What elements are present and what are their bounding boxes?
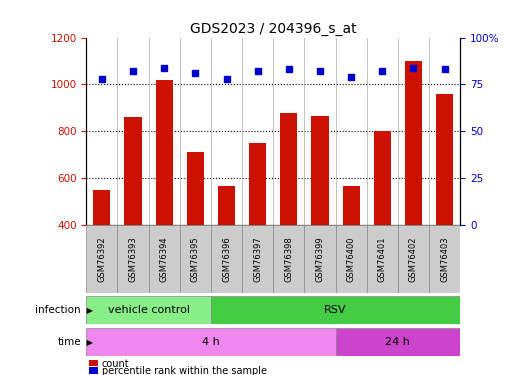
Bar — [374, 131, 391, 225]
Bar — [249, 143, 266, 225]
Bar — [93, 190, 110, 225]
Text: time: time — [58, 337, 81, 347]
Bar — [405, 61, 422, 225]
Text: vehicle control: vehicle control — [108, 305, 190, 315]
Bar — [180, 225, 211, 292]
Bar — [343, 186, 360, 225]
Text: GSM76394: GSM76394 — [160, 236, 169, 282]
Bar — [273, 225, 304, 292]
Text: RSV: RSV — [324, 305, 347, 315]
Bar — [280, 112, 298, 225]
Bar — [311, 116, 328, 225]
Bar — [124, 117, 142, 225]
Bar — [211, 225, 242, 292]
Text: GSM76393: GSM76393 — [129, 236, 138, 282]
Bar — [187, 152, 204, 225]
Bar — [242, 225, 273, 292]
Text: count: count — [102, 359, 130, 369]
Bar — [211, 296, 460, 324]
Text: 24 h: 24 h — [385, 337, 411, 347]
Bar — [367, 225, 398, 292]
Bar — [436, 94, 453, 225]
Text: GSM76399: GSM76399 — [315, 236, 324, 282]
Text: GSM76397: GSM76397 — [253, 236, 262, 282]
Bar — [304, 225, 336, 292]
Text: ▶: ▶ — [84, 306, 93, 315]
Bar — [86, 328, 336, 356]
Text: infection: infection — [36, 305, 81, 315]
Text: GSM76402: GSM76402 — [409, 236, 418, 282]
Bar — [149, 225, 180, 292]
Text: GSM76392: GSM76392 — [97, 236, 106, 282]
Bar — [86, 225, 118, 292]
Bar — [336, 225, 367, 292]
Bar — [118, 225, 149, 292]
Text: GSM76400: GSM76400 — [347, 236, 356, 282]
Text: ▶: ▶ — [84, 338, 93, 346]
Bar — [156, 80, 173, 225]
Bar — [218, 186, 235, 225]
Bar — [86, 296, 211, 324]
Bar — [336, 328, 460, 356]
Text: 4 h: 4 h — [202, 337, 220, 347]
Text: GSM76395: GSM76395 — [191, 236, 200, 282]
Bar — [429, 225, 460, 292]
Text: GSM76403: GSM76403 — [440, 236, 449, 282]
Text: GSM76398: GSM76398 — [285, 236, 293, 282]
Bar — [398, 225, 429, 292]
Text: GSM76401: GSM76401 — [378, 236, 387, 282]
Text: percentile rank within the sample: percentile rank within the sample — [102, 366, 267, 375]
Text: GSM76396: GSM76396 — [222, 236, 231, 282]
Title: GDS2023 / 204396_s_at: GDS2023 / 204396_s_at — [190, 22, 357, 36]
